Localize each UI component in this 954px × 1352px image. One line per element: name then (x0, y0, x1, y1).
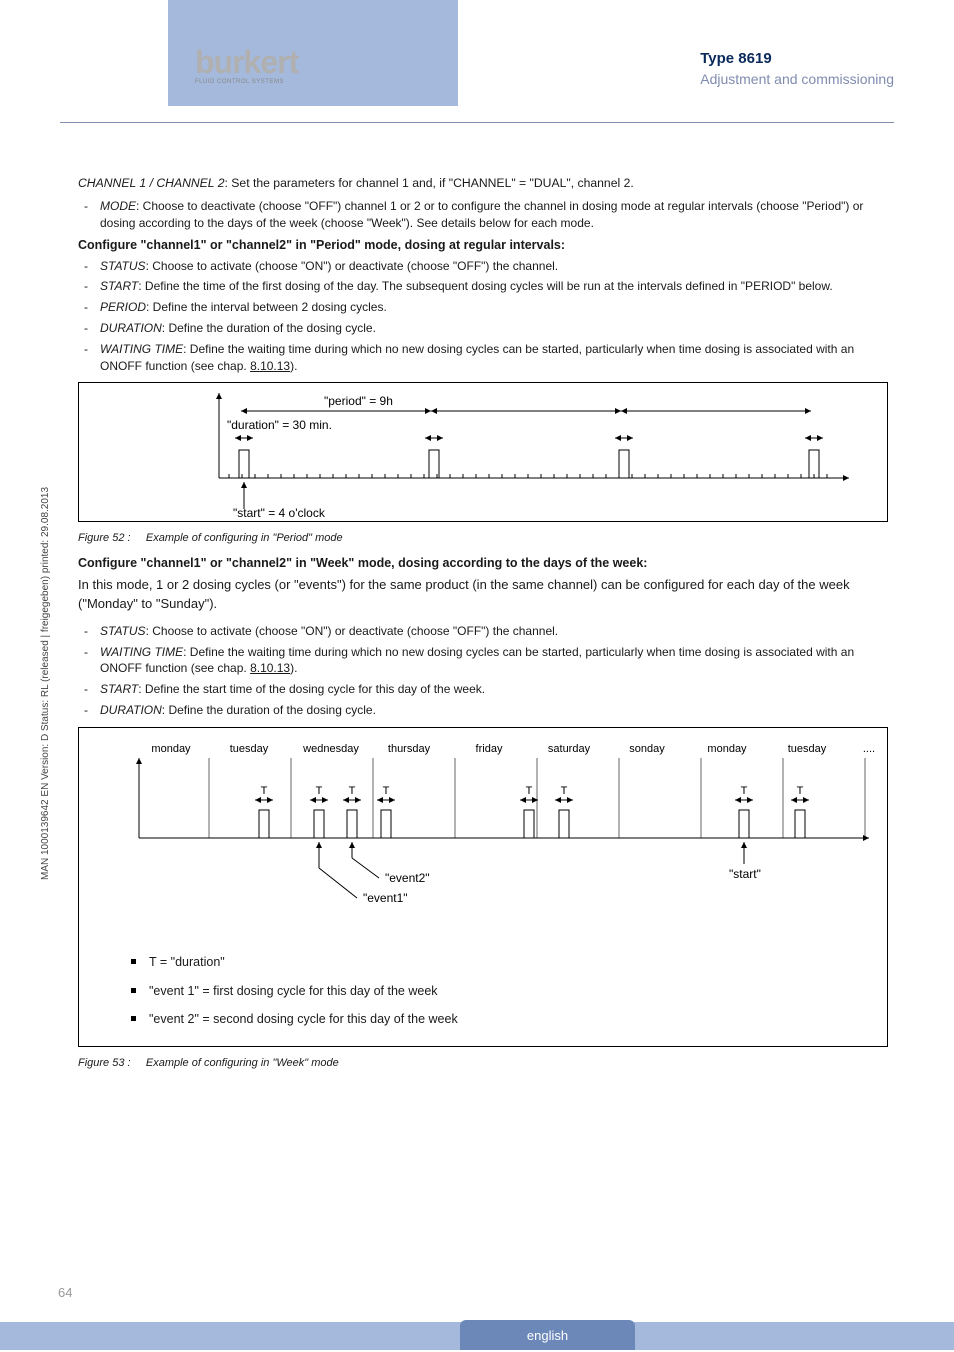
svg-text:tuesday: tuesday (230, 743, 269, 755)
svg-text:wednesday: wednesday (302, 743, 359, 755)
start-item: START: Define the time of the first dosi… (100, 278, 894, 295)
week-waiting-item: WAITING TIME: Define the waiting time du… (100, 644, 894, 678)
logo-text: burkert (195, 48, 315, 77)
period-params-list: STATUS: Choose to activate (choose "ON")… (78, 258, 894, 375)
svg-text:monday: monday (707, 743, 747, 755)
mode-item: MODE: Choose to deactivate (choose "OFF"… (100, 198, 894, 232)
svg-text:"duration" = 30 min.: "duration" = 30 min. (227, 418, 332, 432)
figure-52-caption: Figure 52 : Example of configuring in "P… (78, 532, 894, 544)
doc-type-subtitle: Adjustment and commissioning (700, 71, 894, 87)
svg-text:T: T (561, 785, 568, 797)
week-waiting-lead: WAITING TIME (100, 645, 183, 659)
page-number: 64 (58, 1285, 72, 1300)
svg-text:"event1": "event1" (363, 891, 408, 905)
week-params-list: STATUS: Choose to activate (choose "ON")… (78, 623, 894, 719)
figure-53-legend: T = "duration" "event 1" = first dosing … (79, 953, 887, 1029)
period-text: : Define the interval between 2 dosing c… (146, 300, 387, 314)
week-start-item: START: Define the start time of the dosi… (100, 681, 894, 698)
legend-duration: T = "duration" (149, 953, 887, 972)
header-rule (60, 122, 894, 123)
svg-text:T: T (741, 785, 748, 797)
period-diagram: "period" = 9h "duration" = 30 min. "start"… (79, 383, 887, 521)
period-item: PERIOD: Define the interval between 2 do… (100, 299, 894, 316)
week-waiting-text-post: ). (290, 661, 297, 675)
svg-text:T: T (316, 785, 323, 797)
svg-text:friday: friday (476, 743, 503, 755)
svg-text:T: T (349, 785, 356, 797)
week-duration-text: : Define the duration of the dosing cycl… (162, 703, 376, 717)
week-intro: In this mode, 1 or 2 dosing cycles (or "… (78, 576, 894, 612)
svg-text:"start" = 4 o'clock: "start" = 4 o'clock (233, 506, 326, 520)
figure-53-caption: Figure 53 : Example of configuring in "W… (78, 1057, 894, 1069)
chapter-link[interactable]: 8.10.13 (250, 359, 290, 373)
status-item: STATUS: Choose to activate (choose "ON")… (100, 258, 894, 275)
period-lead: PERIOD (100, 300, 146, 314)
status-lead: STATUS (100, 259, 146, 273)
fig52-text: Example of configuring in "Period" mode (146, 532, 343, 544)
svg-text:T: T (526, 785, 533, 797)
svg-text:....: .... (863, 743, 875, 755)
doc-type-title: Type 8619 (700, 50, 894, 67)
svg-text:monday: monday (151, 743, 191, 755)
week-status-item: STATUS: Choose to activate (choose "ON")… (100, 623, 894, 640)
week-status-lead: STATUS (100, 624, 146, 638)
svg-text:tuesday: tuesday (788, 743, 827, 755)
waiting-text-pre: : Define the waiting time during which n… (100, 342, 854, 373)
svg-text:"start": "start" (729, 867, 761, 881)
svg-text:T: T (261, 785, 268, 797)
waiting-text-post: ). (290, 359, 297, 373)
mode-text: : Choose to deactivate (choose "OFF") ch… (100, 199, 863, 230)
svg-text:"period" = 9h: "period" = 9h (324, 394, 393, 408)
waiting-lead: WAITING TIME (100, 342, 183, 356)
channel-intro: CHANNEL 1 / CHANNEL 2: Set the parameter… (78, 175, 894, 192)
svg-text:thursday: thursday (388, 743, 431, 755)
svg-text:saturday: saturday (548, 743, 591, 755)
fig53-num: Figure 53 : (78, 1057, 131, 1069)
duration-lead: DURATION (100, 321, 162, 335)
section-period-head: Configure "channel1" or "channel2" in "P… (78, 238, 894, 252)
footer-language-tab: english (460, 1320, 635, 1350)
fig52-num: Figure 52 : (78, 532, 131, 544)
svg-text:T: T (797, 785, 804, 797)
side-metadata: MAN 1000139642 EN Version: D Status: RL … (40, 487, 51, 880)
duration-text: : Define the duration of the dosing cycl… (162, 321, 376, 335)
week-duration-item: DURATION: Define the duration of the dos… (100, 702, 894, 719)
start-lead: START (100, 279, 138, 293)
mode-list: MODE: Choose to deactivate (choose "OFF"… (78, 198, 894, 232)
svg-text:sonday: sonday (629, 743, 665, 755)
legend-event2: "event 2" = second dosing cycle for this… (149, 1010, 887, 1029)
week-chapter-link[interactable]: 8.10.13 (250, 661, 290, 675)
svg-text:T: T (383, 785, 390, 797)
channel-intro-text: : Set the parameters for channel 1 and, … (225, 176, 634, 190)
fig53-text: Example of configuring in "Week" mode (146, 1057, 339, 1069)
figure-53-box: monday tuesday wednesday thursday friday satu… (78, 727, 888, 1047)
week-status-text: : Choose to activate (choose "ON") or de… (146, 624, 559, 638)
week-diagram: monday tuesday wednesday thursday friday satu… (79, 728, 887, 928)
figure-52-box: "period" = 9h "duration" = 30 min. "start"… (78, 382, 888, 522)
week-start-lead: START (100, 682, 138, 696)
legend-event1: "event 1" = first dosing cycle for this … (149, 982, 887, 1001)
duration-item: DURATION: Define the duration of the dos… (100, 320, 894, 337)
header-right: Type 8619 Adjustment and commissioning (700, 50, 894, 87)
section-week-head: Configure "channel1" or "channel2" in "W… (78, 556, 894, 570)
start-text: : Define the time of the first dosing of… (138, 279, 832, 293)
week-waiting-text-pre: : Define the waiting time during which n… (100, 645, 854, 676)
waiting-item: WAITING TIME: Define the waiting time du… (100, 341, 894, 375)
status-text: : Choose to activate (choose "ON") or de… (146, 259, 559, 273)
logo: burkert FLUID CONTROL SYSTEMS (195, 48, 315, 85)
svg-text:"event2": "event2" (385, 871, 430, 885)
channel-intro-term: CHANNEL 1 / CHANNEL 2 (78, 176, 225, 190)
mode-lead: MODE (100, 199, 136, 213)
week-start-text: : Define the start time of the dosing cy… (138, 682, 485, 696)
page-content: CHANNEL 1 / CHANNEL 2: Set the parameter… (78, 175, 894, 1081)
week-duration-lead: DURATION (100, 703, 162, 717)
